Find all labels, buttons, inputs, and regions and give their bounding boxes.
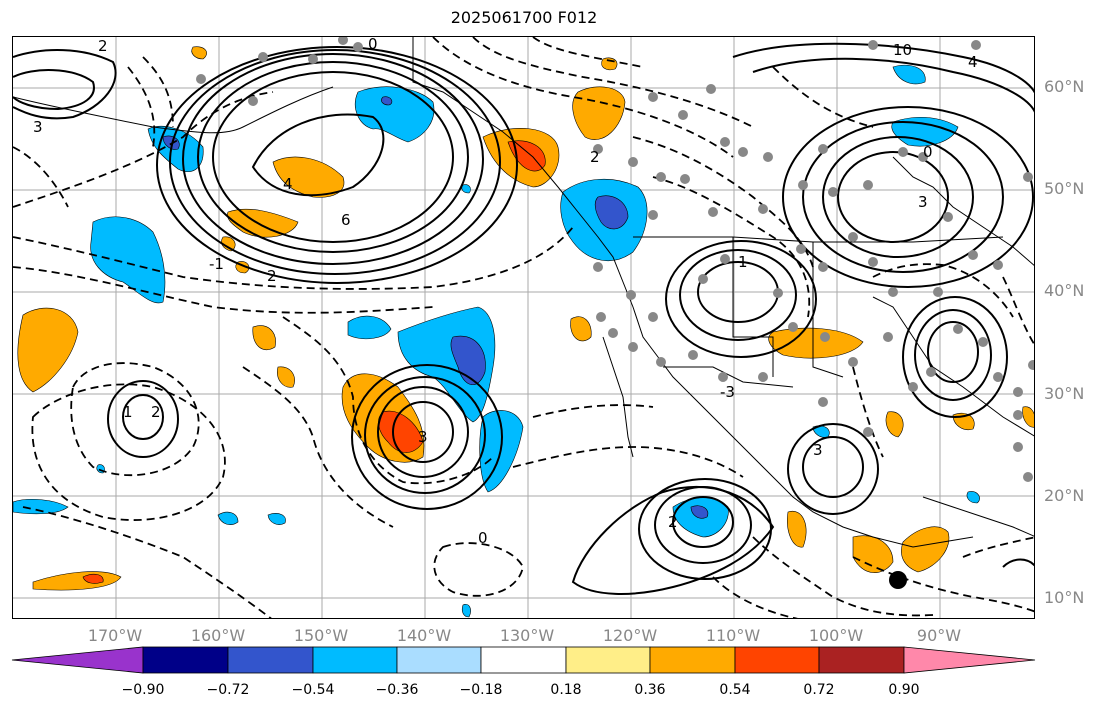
lon-label-170w: 170°W	[87, 626, 143, 645]
station-dots	[196, 37, 1034, 482]
contour-label: 2	[590, 148, 600, 166]
colorbar-segments	[11, 646, 1036, 674]
lat-label-20n: 20°N	[1044, 486, 1085, 505]
contour-label: 2	[267, 267, 277, 285]
colorbar-segment	[312, 646, 398, 674]
colorbar-segment	[649, 646, 736, 674]
colorbar-segment	[734, 646, 820, 674]
location-marker	[889, 571, 907, 589]
colorbar-tick: 0.54	[719, 682, 751, 698]
contour-label: 3	[918, 193, 928, 211]
contours-dashed	[13, 37, 1034, 618]
contour-label: 2	[151, 403, 161, 421]
lon-label-100w: 100°W	[808, 626, 864, 645]
contour-label: 3	[418, 428, 428, 446]
contour-label: 4	[968, 53, 978, 71]
contour-label: 3	[33, 118, 43, 136]
contour-label: 3	[813, 441, 823, 459]
contour-label: 6	[341, 211, 351, 229]
colorbar-segment	[142, 646, 229, 674]
lon-label-150w: 150°W	[293, 626, 349, 645]
colorbar	[11, 646, 1036, 674]
contour-label: -1	[209, 255, 224, 273]
lon-label-90w: 90°W	[916, 626, 962, 645]
colorbar-tick: −0.18	[459, 682, 503, 698]
colorbar-segment	[396, 646, 482, 674]
colorbar-segment	[818, 646, 905, 674]
lat-label-50n: 50°N	[1044, 179, 1085, 198]
colorbar-tick: 0.36	[634, 682, 666, 698]
map-panel: 0 2 3 4 6 -1 1 2 3 10 -3 0 3 2 2 2 4 1 0…	[12, 36, 1035, 619]
lat-label-40n: 40°N	[1044, 281, 1085, 300]
contour-label: 0	[368, 37, 378, 53]
map-title: 2025061700 F012	[450, 8, 598, 27]
lat-label-60n: 60°N	[1044, 77, 1085, 96]
contour-label: 4	[283, 175, 293, 193]
colorbar-tick: −0.36	[375, 682, 419, 698]
colorbar-segment	[11, 646, 144, 674]
lat-label-10n: 10°N	[1044, 588, 1085, 607]
contour-label: 10	[893, 41, 912, 59]
lon-label-140w: 140°W	[396, 626, 452, 645]
lon-label-130w: 130°W	[499, 626, 555, 645]
lon-label-120w: 120°W	[602, 626, 658, 645]
lon-label-110w: 110°W	[705, 626, 761, 645]
colorbar-tick: −0.54	[291, 682, 335, 698]
colorbar-segment	[480, 646, 567, 674]
colorbar-segment	[565, 646, 651, 674]
map-canvas: 0 2 3 4 6 -1 1 2 3 10 -3 0 3 2 2 2 4 1 0…	[13, 37, 1034, 618]
colorbar-segment	[903, 646, 1036, 674]
colorbar-tick: 0.18	[550, 682, 582, 698]
contour-label: 2	[668, 513, 678, 531]
lon-label-160w: 160°W	[190, 626, 246, 645]
colorbar-tick: 0.90	[888, 682, 920, 698]
contours-solid	[13, 42, 1034, 595]
shaded-anomalies	[13, 46, 1034, 618]
contour-label: 1	[123, 403, 133, 421]
contour-label: 1	[738, 253, 748, 271]
contour-label: 0	[478, 529, 488, 547]
lat-label-30n: 30°N	[1044, 384, 1085, 403]
contour-label: 2	[98, 37, 108, 55]
contour-label: 0	[923, 143, 933, 161]
colorbar-tick: 0.72	[803, 682, 835, 698]
colorbar-tick: −0.90	[121, 682, 165, 698]
colorbar-segment	[227, 646, 314, 674]
colorbar-tick: −0.72	[206, 682, 250, 698]
contour-labels: 0 2 3 4 6 -1 1 2 3 10 -3 0 3 2 2 2 4 1 0…	[33, 37, 978, 547]
contour-label: -3	[720, 383, 735, 401]
